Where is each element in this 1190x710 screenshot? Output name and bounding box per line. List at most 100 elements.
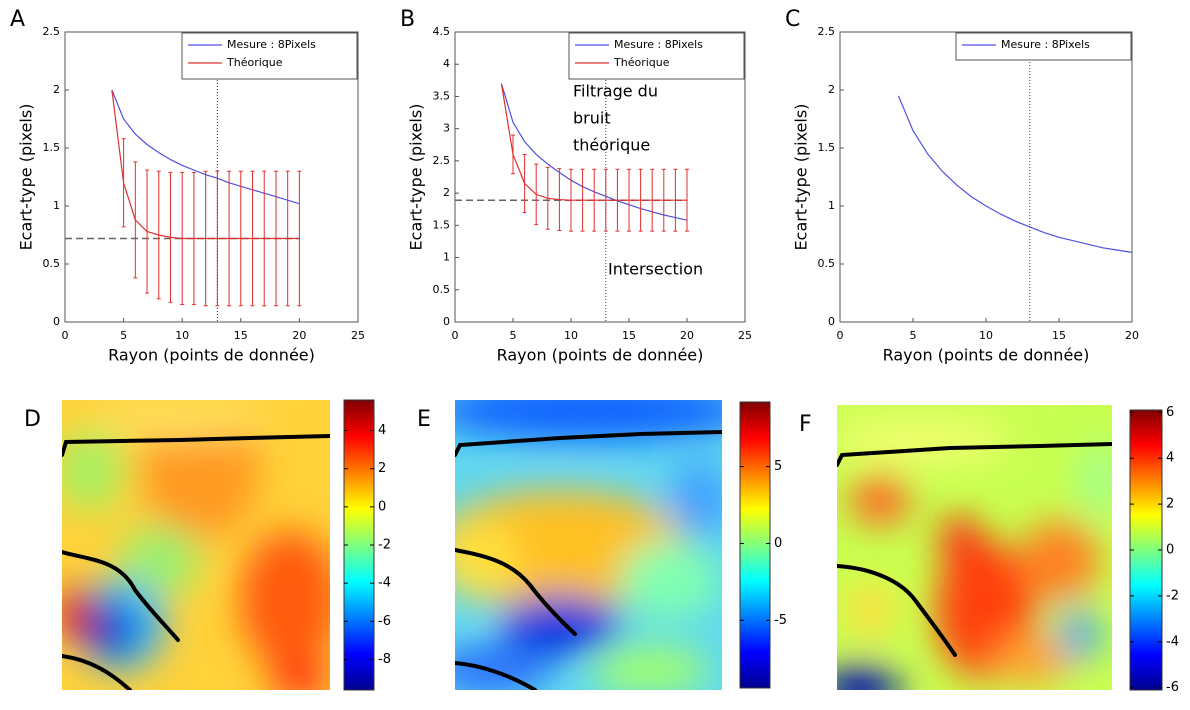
y-tick-label: 0 <box>443 315 450 328</box>
y-tick-label: 2.5 <box>43 25 61 38</box>
x-tick-label: 0 <box>452 329 459 342</box>
heatmap-blobs <box>837 415 1112 690</box>
x-tick-label: 0 <box>62 329 69 342</box>
heatmap-blob <box>670 460 722 540</box>
colorbar-tick-label: 0 <box>378 499 386 514</box>
y-tick-label: 0.5 <box>433 283 451 296</box>
plot-area <box>839 31 1133 323</box>
colorbar-tick-label: -8 <box>378 652 391 667</box>
legend-box <box>955 32 1132 61</box>
y-tick-label: 1.5 <box>43 141 61 154</box>
x-tick-label: 20 <box>680 329 694 342</box>
heatmap-blob <box>62 430 125 510</box>
y-tick-label: 1 <box>443 251 450 264</box>
contour-curve <box>455 430 722 457</box>
y-tick-label: 1 <box>53 199 60 212</box>
panel-label: B <box>400 7 415 32</box>
heatmap-blob <box>270 660 330 690</box>
heatmap-blob <box>590 645 710 690</box>
y-tick-label: 1.5 <box>433 218 451 231</box>
y-tick-label: 3 <box>443 122 450 135</box>
x-tick-label: 25 <box>738 329 752 342</box>
heatmap-blob <box>120 525 200 595</box>
heatmap-blob <box>90 400 270 440</box>
y-tick-label: 2.5 <box>433 154 451 167</box>
y-axis-label: Ecart-type (pixels) <box>17 104 36 251</box>
x-tick-label: 5 <box>120 329 127 342</box>
x-tick-label: 20 <box>292 329 306 342</box>
colorbar-tick-label: -2 <box>1166 588 1179 603</box>
colorbar-tick-label: -6 <box>378 614 391 629</box>
y-tick-label: 2 <box>828 83 835 96</box>
y-tick-label: 1.5 <box>818 141 836 154</box>
x-tick-label: 15 <box>622 329 636 342</box>
x-tick-label: 10 <box>979 329 993 342</box>
legend-label: Mesure : 8Pixels <box>614 38 703 51</box>
contour-curve <box>62 654 132 690</box>
heatmap-blob <box>455 650 550 690</box>
heatmap-image <box>455 400 722 690</box>
x-axis-label: Rayon (points de donnée) <box>497 346 704 365</box>
y-tick-label: 2 <box>443 186 450 199</box>
x-tick-label: 5 <box>910 329 917 342</box>
heatmap-blob <box>850 475 910 525</box>
heatmap-image <box>837 405 1112 690</box>
colorbar-tick-label: 2 <box>378 461 386 476</box>
heatmap-blob <box>500 595 620 655</box>
colorbar-tick-label: -5 <box>774 613 787 628</box>
heatmap-blob <box>845 580 895 640</box>
contour-curve <box>455 548 577 636</box>
heatmap-blobs <box>62 400 330 690</box>
colorbar-tick-label: 0 <box>774 536 782 551</box>
x-tick-label: 10 <box>564 329 578 342</box>
annotation: Intersection <box>608 260 703 279</box>
legend-label: Mesure : 8Pixels <box>1001 38 1090 51</box>
y-tick-label: 4 <box>443 57 450 70</box>
series-line <box>500 83 687 201</box>
heatmap-blob <box>1060 610 1100 660</box>
x-tick-label: 15 <box>1052 329 1066 342</box>
heatmap-blob <box>620 540 720 620</box>
colorbar <box>343 399 375 691</box>
x-tick-label: 25 <box>351 329 365 342</box>
legend-label: Mesure : 8Pixels <box>227 38 316 51</box>
heatmap-blob <box>940 515 980 565</box>
annotation: théorique <box>573 136 650 155</box>
heatmap-blob <box>1020 520 1100 600</box>
y-tick-label: 0.5 <box>818 257 836 270</box>
panel-label: E <box>417 407 431 432</box>
y-tick-label: 4.5 <box>433 25 451 38</box>
legend-box <box>568 32 745 80</box>
legend-box <box>181 32 358 80</box>
colorbar-tick-label: 0 <box>1166 543 1174 558</box>
colorbar-tick-label: 5 <box>774 459 782 474</box>
y-tick-label: 1 <box>828 199 835 212</box>
heatmap-blob <box>88 602 132 658</box>
heatmap-blob <box>455 400 722 440</box>
y-tick-label: 2 <box>53 83 60 96</box>
heatmap-image <box>62 400 330 690</box>
colorbar-tick-label: 4 <box>1166 451 1174 466</box>
contour-curve <box>837 564 957 657</box>
heatmap-blob <box>837 415 1010 465</box>
colorbar-tick-label: 4 <box>378 423 386 438</box>
y-axis-label: Ecart-type (pixels) <box>407 104 426 251</box>
contour-curve <box>62 434 330 457</box>
contour-curve <box>837 442 1112 467</box>
heatmap-blob <box>990 635 1070 685</box>
y-tick-label: 0.5 <box>43 257 61 270</box>
annotation: bruit <box>573 109 611 128</box>
series-line <box>897 95 1133 253</box>
contour-curve <box>62 550 180 642</box>
x-axis-label: Rayon (points de donnée) <box>883 346 1090 365</box>
x-tick-label: 20 <box>1125 329 1139 342</box>
colorbar-tick-label: -4 <box>1166 634 1179 649</box>
panel-label: A <box>10 7 25 32</box>
x-tick-label: 10 <box>175 329 189 342</box>
plot-area <box>454 31 746 323</box>
y-axis-label: Ecart-type (pixels) <box>792 104 811 251</box>
y-tick-label: 0 <box>53 315 60 328</box>
